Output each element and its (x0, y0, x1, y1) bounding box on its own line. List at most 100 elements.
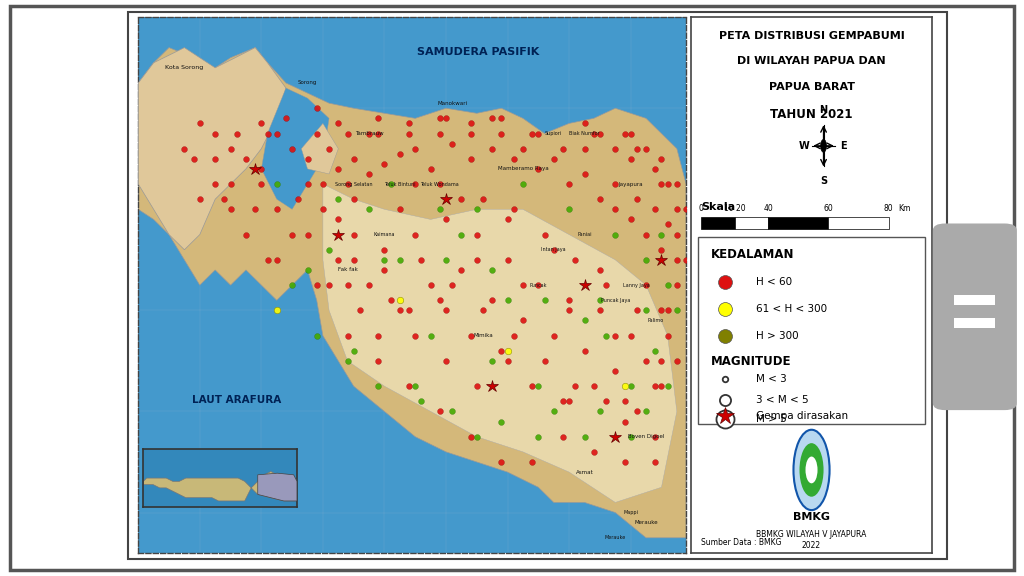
Point (653, 180, 670, 189)
Point (469, 255, 485, 264)
Point (259, 129, 275, 138)
Text: PAPUA NEW GUINEA: PAPUA NEW GUINEA (691, 285, 700, 372)
Point (561, 397, 578, 406)
Point (391, 255, 408, 264)
Point (268, 204, 285, 214)
Point (308, 281, 325, 290)
Point (629, 144, 645, 153)
Text: BMKG: BMKG (793, 511, 830, 521)
Text: Intan Jaya: Intan Jaya (542, 247, 566, 252)
Point (561, 204, 578, 214)
Text: Kota Sorong: Kota Sorong (165, 65, 204, 70)
Point (598, 281, 614, 290)
Point (659, 281, 676, 290)
Point (370, 113, 386, 123)
Point (494, 129, 510, 138)
Point (339, 331, 355, 340)
Point (500, 357, 516, 366)
Point (638, 357, 654, 366)
Point (432, 180, 449, 189)
Point (432, 129, 449, 138)
Point (345, 154, 361, 164)
Point (376, 159, 392, 168)
Point (284, 281, 300, 290)
Point (623, 215, 639, 224)
Point (586, 381, 602, 391)
Point (207, 129, 223, 138)
Text: PAPUA BARAT: PAPUA BARAT (769, 82, 854, 92)
Text: S: S (820, 176, 827, 186)
Point (653, 245, 670, 255)
Text: M < 3: M < 3 (756, 374, 786, 384)
Polygon shape (143, 472, 297, 501)
Point (561, 180, 578, 189)
Point (222, 204, 239, 214)
Point (432, 295, 449, 305)
Text: Merauke: Merauke (634, 520, 657, 525)
Text: BBMKG WILAYAH V JAYAPURA
2022: BBMKG WILAYAH V JAYAPURA 2022 (757, 530, 866, 550)
Text: Jayapura: Jayapura (618, 181, 643, 187)
Point (623, 381, 639, 391)
Point (400, 129, 417, 138)
Text: 3 < M < 5: 3 < M < 5 (756, 395, 809, 406)
Text: Mappi: Mappi (624, 510, 638, 515)
Point (592, 129, 608, 138)
Point (647, 381, 664, 391)
Point (616, 397, 633, 406)
Text: MAGNITUDE: MAGNITUDE (711, 355, 791, 367)
Point (500, 295, 516, 305)
Point (339, 357, 355, 366)
Text: 61 < H < 300: 61 < H < 300 (756, 304, 827, 314)
Point (659, 381, 676, 391)
Point (370, 129, 386, 138)
Text: SAMUDERA PASIFIK: SAMUDERA PASIFIK (417, 47, 539, 57)
Polygon shape (261, 88, 329, 209)
Point (222, 144, 239, 153)
Point (351, 306, 368, 315)
Point (438, 306, 455, 315)
Text: Fak fak: Fak fak (338, 267, 357, 272)
Text: LAUT ARAFURA: LAUT ARAFURA (193, 395, 282, 405)
Point (370, 381, 386, 391)
Point (222, 180, 239, 189)
Point (423, 331, 439, 340)
Text: 40: 40 (763, 204, 773, 213)
Text: Teluk Bintuni: Teluk Bintuni (384, 181, 416, 187)
Text: H < 60: H < 60 (756, 278, 793, 287)
Point (438, 215, 455, 224)
Point (360, 129, 377, 138)
Point (515, 281, 531, 290)
Point (577, 316, 593, 325)
Point (546, 245, 562, 255)
Point (216, 195, 232, 204)
Point (616, 417, 633, 426)
Point (414, 255, 430, 264)
Point (669, 180, 685, 189)
Point (598, 331, 614, 340)
Point (228, 129, 245, 138)
Text: 10 20: 10 20 (724, 204, 745, 213)
Text: H > 300: H > 300 (756, 331, 799, 341)
Text: Puncak: Puncak (529, 283, 547, 287)
Bar (768, 217, 828, 229)
Point (370, 331, 386, 340)
Point (432, 407, 449, 416)
Point (647, 432, 664, 441)
Point (515, 316, 531, 325)
Point (607, 331, 624, 340)
Point (360, 281, 377, 290)
Point (400, 119, 417, 128)
Point (598, 397, 614, 406)
Point (253, 119, 269, 128)
Point (555, 144, 571, 153)
Point (530, 164, 547, 173)
Point (555, 432, 571, 441)
Polygon shape (138, 48, 286, 250)
Text: Kaimana: Kaimana (374, 232, 395, 237)
Bar (698, 237, 925, 425)
Text: Km: Km (898, 204, 910, 213)
Circle shape (794, 430, 829, 510)
Point (438, 357, 455, 366)
Point (454, 230, 470, 239)
Point (423, 281, 439, 290)
